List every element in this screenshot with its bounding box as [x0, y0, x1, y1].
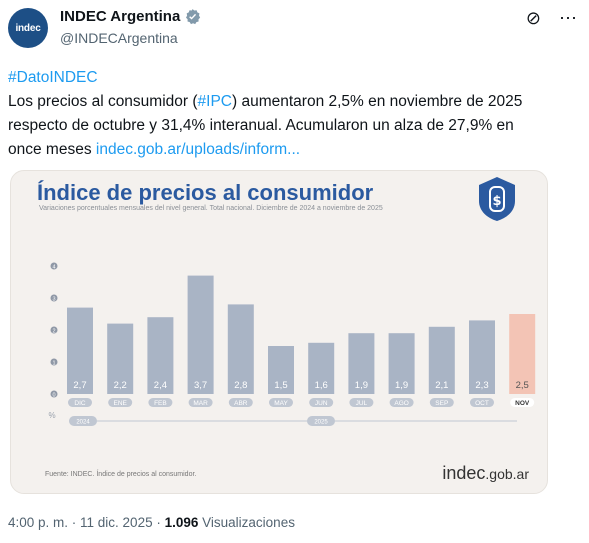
data-label: 1,5 [274, 380, 287, 391]
bar-jul [348, 333, 375, 394]
peso-badge-icon: $ [479, 177, 515, 221]
x-tick-label: NOV [515, 400, 530, 407]
x-tick-label: FEB [154, 400, 167, 407]
x-tick-pill [269, 398, 293, 407]
report-link[interactable]: indec.gob.ar/uploads/inform... [95, 141, 301, 158]
logo-suffix: .gob.ar [485, 466, 529, 482]
ipc-hashtag-link[interactable]: #IPC [197, 93, 232, 110]
x-tick-pill [309, 398, 334, 407]
data-label: 1,9 [355, 380, 368, 391]
x-tick-label: AGO [394, 400, 408, 407]
y-tick-label: 3 [52, 297, 55, 303]
data-label: 2,5 [516, 380, 529, 391]
year-pill-2025 [307, 416, 335, 426]
y-tick-marker [50, 358, 58, 366]
data-label: 2,8 [234, 380, 247, 391]
x-tick-label: SEP [435, 400, 448, 407]
logo-main: indec [442, 463, 486, 483]
y-tick-marker [50, 294, 58, 302]
verified-badge-icon [186, 9, 201, 25]
year-pill-2024 [69, 416, 97, 426]
account-name[interactable]: INDEC Argentina [60, 8, 181, 25]
y-tick-marker [50, 326, 58, 334]
data-label: 2,4 [154, 380, 167, 391]
x-tick-label: MAY [274, 400, 288, 407]
x-tick-pill [228, 398, 253, 407]
x-tick-label: JUL [356, 400, 368, 407]
y-tick-label: 0 [52, 393, 55, 399]
x-tick-label: DIC [74, 400, 86, 407]
x-tick-pill [148, 398, 173, 407]
chart-source: Fuente: INDEC. Índice de precios al cons… [45, 471, 197, 478]
tweet-line-3: once meses [8, 141, 96, 158]
bar-dic [67, 307, 93, 394]
data-label: 2,7 [73, 380, 86, 391]
data-label: 2,1 [435, 380, 448, 391]
y-tick-label: 2 [52, 329, 55, 335]
timestamp[interactable]: 4:00 p. m. · 11 dic. 2025 · [8, 515, 165, 530]
data-label: 3,7 [194, 380, 207, 391]
views-label: Visualizaciones [198, 515, 295, 530]
more-options-icon[interactable]: ⋯ [559, 8, 577, 28]
media-card[interactable]: Índice de precios al consumidor Variacio… [10, 170, 548, 494]
y-unit-label: % [48, 411, 55, 420]
bar-jun [308, 342, 335, 394]
chart-title: Índice de precios al consumidor [37, 180, 374, 205]
y-tick-marker [50, 390, 58, 398]
bar-mar [187, 275, 214, 394]
indec-logo: indec.gob.ar [442, 463, 529, 484]
tweet-text: #DatoINDEC Los precios al consumidor (#I… [8, 66, 568, 162]
bar-may [268, 346, 294, 394]
bar-sep [428, 326, 455, 394]
x-tick-label: OCT [475, 400, 489, 407]
data-label: 2,2 [114, 380, 127, 391]
bar-ago [388, 333, 415, 394]
x-tick-label: JUN [315, 400, 328, 407]
x-tick-pill [188, 398, 213, 407]
x-tick-label: ABR [234, 400, 248, 407]
chart-subtitle: Variaciones porcentuales mensuales del n… [39, 205, 383, 212]
bar-feb [147, 317, 174, 394]
y-tick-marker [50, 262, 58, 270]
tweet-line-2: respecto de octubre y 31,4% interanual. … [8, 117, 514, 134]
bar-nov [509, 314, 536, 394]
x-tick-pill [108, 398, 133, 407]
x-tick-pill [68, 398, 92, 407]
x-tick-pill [349, 398, 374, 407]
avatar-logo-text: indec [15, 22, 41, 34]
bar-ene [107, 323, 134, 394]
data-label: 1,9 [395, 380, 408, 391]
x-tick-pill [470, 398, 494, 407]
tweet-actions: ⊘ ⋯ [526, 8, 577, 29]
data-label: 1,6 [315, 380, 328, 391]
x-tick-pill [429, 398, 454, 407]
y-tick-label: 1 [52, 361, 55, 367]
bar-abr [227, 304, 254, 394]
data-label: 2,3 [475, 380, 488, 391]
grok-icon[interactable]: ⊘ [525, 8, 541, 28]
x-tick-pill [510, 398, 535, 407]
account-handle[interactable]: @INDECArgentina [60, 30, 178, 46]
svg-text:$: $ [492, 194, 501, 209]
bar-oct [469, 320, 495, 394]
views-count: 1.096 [164, 515, 199, 530]
account-name-row[interactable]: INDEC Argentina [60, 8, 201, 25]
avatar[interactable]: indec [8, 8, 48, 48]
x-tick-label: ENE [114, 400, 128, 407]
ipc-bar-chart: 0 1 2 3 4% 2,7 DIC 2,2 ENE 2,4 FEB 3,7 MAR 2,8 ABR 1,5 M… [48, 262, 536, 426]
year-label-2024: 2024 [76, 420, 90, 426]
x-tick-pill [389, 398, 414, 407]
tweet-line-1-end: ) aumentaron 2,5% en noviembre de 2025 [232, 93, 523, 110]
tweet-line-1-start: Los precios al consumidor ( [8, 93, 198, 110]
tweet-footer: 4:00 p. m. · 11 dic. 2025 · 1.096 Visual… [8, 515, 295, 530]
year-label-2025: 2025 [314, 420, 328, 426]
x-tick-label: MAR [193, 400, 208, 407]
y-tick-label: 4 [52, 265, 55, 271]
hashtag-link[interactable]: #DatoINDEC [8, 69, 98, 86]
